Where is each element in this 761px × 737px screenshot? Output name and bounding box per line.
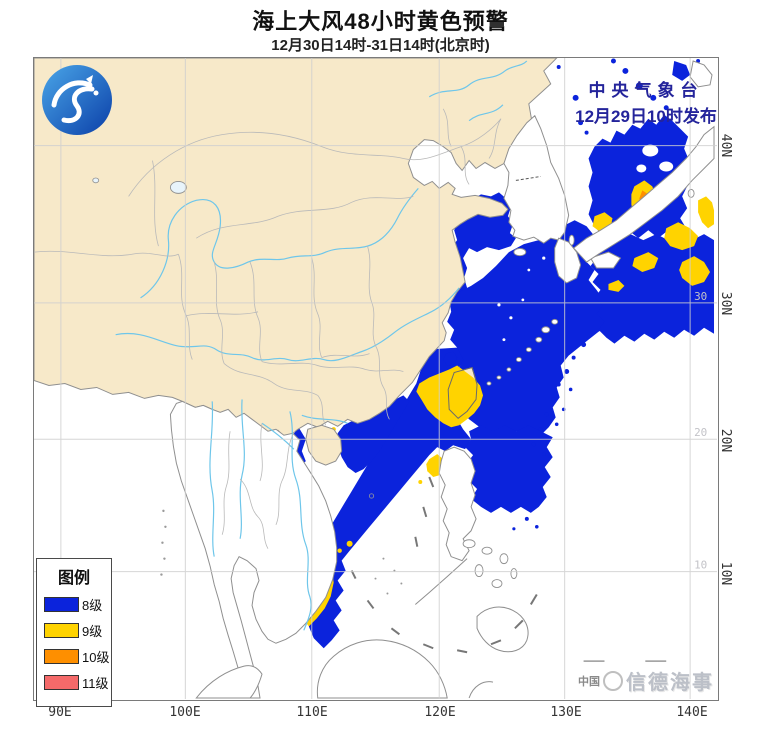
legend-item-11: 11级	[44, 673, 111, 692]
issuer-name: 中央气象台	[588, 81, 704, 100]
issue-time: 12月29日10时发布	[575, 107, 717, 126]
lon-label-110e: 110E	[296, 705, 328, 720]
legend-item-10: 10级	[44, 647, 111, 666]
page-title: 海上大风48小时黄色预警	[252, 9, 509, 34]
palawan	[415, 558, 468, 605]
luzon	[438, 446, 477, 562]
swatch-force10	[44, 649, 79, 664]
lon-label-120e: 120E	[424, 705, 456, 720]
rivers	[115, 60, 528, 631]
dmz-line	[515, 175, 541, 181]
map-canvas: 30 20 10	[34, 58, 717, 699]
nine-dash-line	[350, 476, 538, 654]
cma-logo-icon	[42, 65, 112, 135]
svg-text:30: 30	[694, 290, 707, 303]
graticule	[34, 58, 717, 699]
map-frame: 30 20 10	[33, 57, 719, 701]
lon-label-100e: 100E	[169, 705, 201, 720]
lon-label-130e: 130E	[550, 705, 582, 720]
legend-item-8: 8级	[44, 595, 111, 614]
swatch-force11	[44, 675, 79, 690]
svg-text:10: 10	[694, 559, 707, 572]
lat-label-10n: 10N	[718, 561, 734, 586]
inner-grid-labels: 30 20 10	[694, 290, 707, 572]
svg-text:20: 20	[694, 426, 707, 439]
legend-box: 图例 8级 9级 10级 11级	[36, 558, 112, 707]
issuer-block: 中央气象台 12月29日10时发布	[562, 76, 730, 127]
shikoku	[589, 251, 622, 269]
watermark: 中国 信德海事	[578, 670, 714, 694]
taiwan-island	[416, 365, 484, 428]
honshu	[572, 125, 715, 263]
mindanao	[476, 606, 529, 653]
swatch-force9	[44, 623, 79, 638]
hainan-island	[305, 424, 343, 466]
legend-title: 图例	[57, 570, 90, 587]
sumatra-tip	[195, 665, 263, 699]
lon-label-90e: 90E	[48, 705, 72, 720]
lat-label-20n: 20N	[718, 428, 734, 453]
watermark-logo-icon	[603, 670, 623, 691]
swatch-force8	[44, 597, 79, 612]
lat-label-40n: 40N	[718, 133, 734, 158]
lat-label-30n: 30N	[718, 291, 734, 316]
map-details	[92, 175, 541, 595]
valid-period: 12月30日14时-31日14时(北京时)	[271, 37, 490, 54]
lon-label-140e: 140E	[676, 705, 708, 720]
legend-item-9: 9级	[44, 621, 111, 640]
province-borders	[34, 108, 502, 549]
